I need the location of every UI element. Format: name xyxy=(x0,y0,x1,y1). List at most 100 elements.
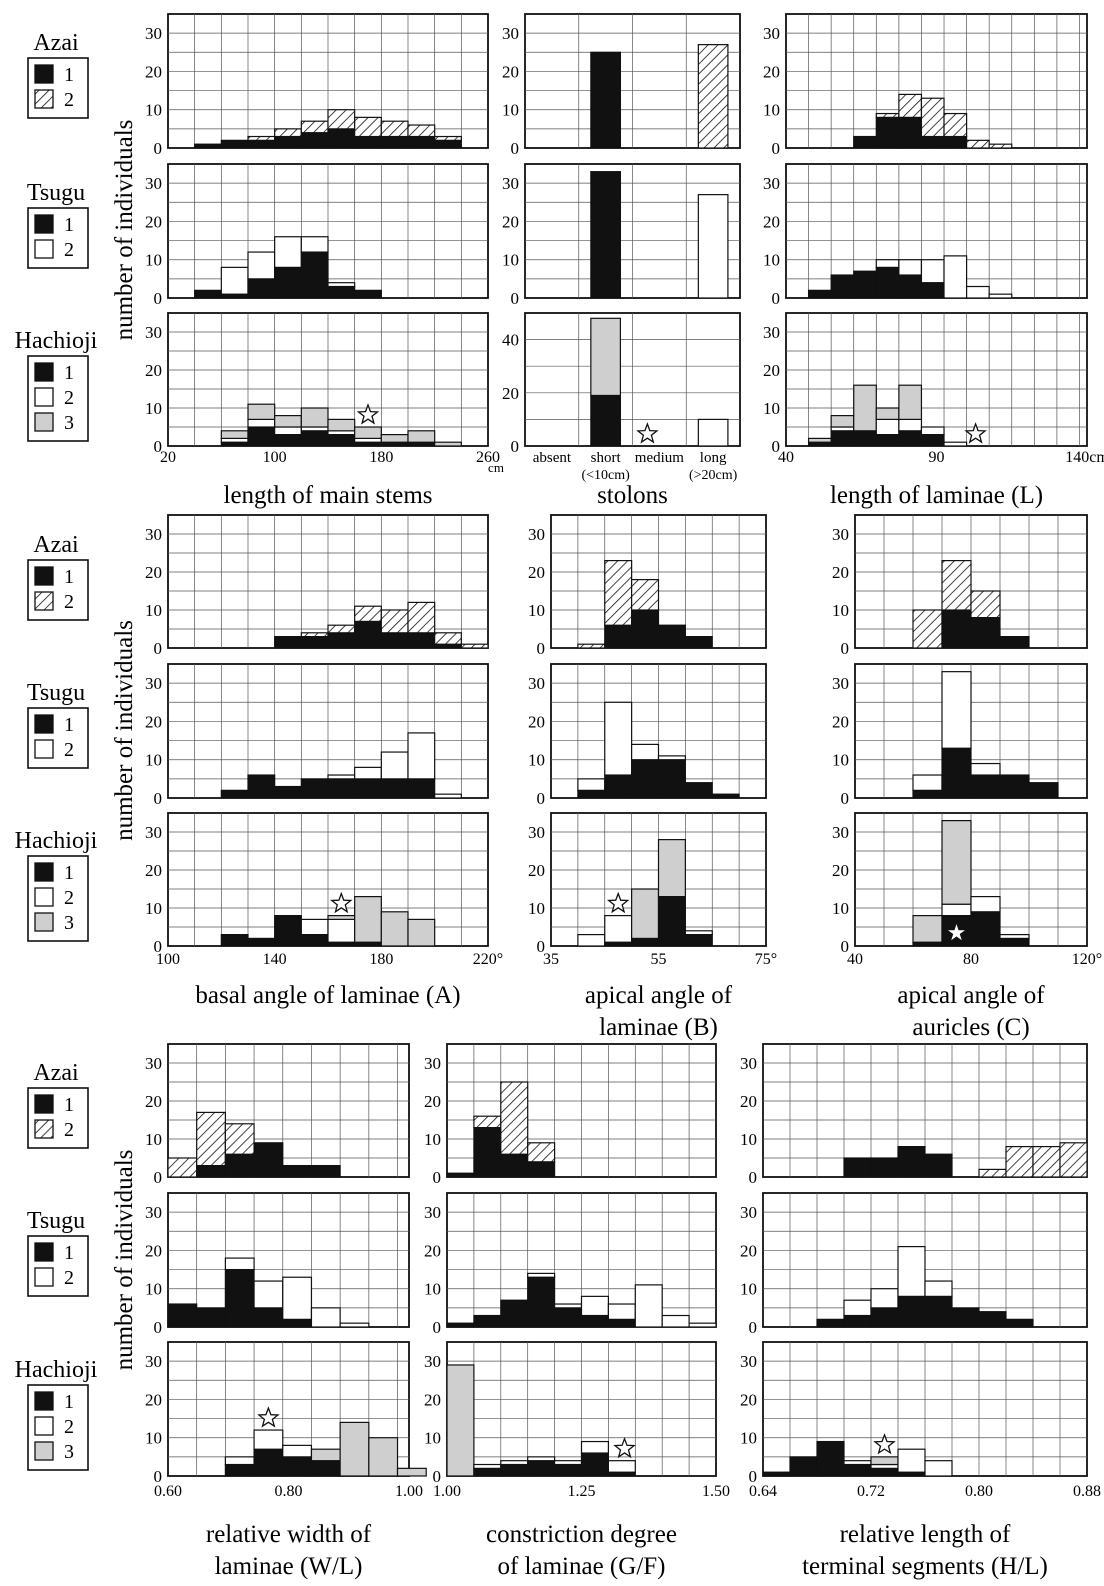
bar-hatch xyxy=(978,1168,1007,1178)
bar-black xyxy=(310,1164,341,1178)
bar-gray xyxy=(247,403,276,421)
bar-white xyxy=(657,755,686,761)
y-tick-label: 30 xyxy=(145,24,162,43)
y-tick-label: 10 xyxy=(763,101,780,120)
y-tick-label: 10 xyxy=(528,601,545,620)
bar-black xyxy=(657,624,686,649)
y-tick-label: 0 xyxy=(749,1168,758,1187)
x-tick-label: 100 xyxy=(156,951,180,968)
bar-white xyxy=(924,1280,953,1297)
bar-black xyxy=(924,1153,953,1178)
legend-swatch-hatch xyxy=(34,591,54,611)
panel-constrictionGF-tsugu: 0 10 20 30 xyxy=(424,1192,717,1337)
legend-site-name: Tsugu xyxy=(27,180,85,206)
bar-black xyxy=(580,1314,609,1328)
chart-laminaeL: 0 10 20 30 0 10 20 30 0 10 20 30 40 90 140cm length of … xyxy=(763,13,1104,509)
y-tick-label: 10 xyxy=(528,751,545,770)
y-tick-label: 10 xyxy=(145,751,162,770)
y-tick-label: 30 xyxy=(528,525,545,544)
y-tick-label: 20 xyxy=(145,1092,162,1111)
bar-black xyxy=(274,914,302,947)
y-tick-label: 30 xyxy=(832,525,849,544)
bar-black xyxy=(912,789,943,799)
star-marker xyxy=(613,1436,636,1459)
legend-tsugu: Tsugu 1 2 xyxy=(27,680,89,769)
star-marker xyxy=(356,403,380,425)
bar-black xyxy=(920,434,945,447)
bar-hatch xyxy=(988,143,1013,149)
bar-black xyxy=(590,394,622,447)
bar-black xyxy=(970,774,1001,799)
bar-black xyxy=(380,632,409,649)
x-tick-label: 55 xyxy=(651,951,667,968)
legend-label: 1 xyxy=(64,862,74,884)
y-tick-label: 0 xyxy=(537,639,546,658)
y-tick-label: 20 xyxy=(145,712,162,731)
bar-black xyxy=(327,285,356,299)
bar-hatch xyxy=(577,643,606,649)
bar-hatch xyxy=(434,135,462,141)
bar-black xyxy=(354,135,382,149)
legend-swatch-white xyxy=(34,739,54,759)
bar-black xyxy=(604,774,633,799)
y-tick-label: 20 xyxy=(528,563,545,582)
bar-black xyxy=(220,933,249,947)
bar-hatch xyxy=(875,112,900,118)
bar-black xyxy=(853,270,877,299)
legend-label: 1 xyxy=(64,214,74,236)
y-tick-label: 10 xyxy=(424,1130,441,1149)
bar-black xyxy=(354,289,382,299)
bar-hatch xyxy=(920,97,945,138)
y-tick-label: 20 xyxy=(145,361,162,380)
y-tick-label: 20 xyxy=(145,1241,162,1260)
y-tick-label: 0 xyxy=(154,789,163,808)
bar-black xyxy=(354,620,382,649)
bar-black xyxy=(875,266,900,299)
bar-black xyxy=(224,1153,255,1178)
bar-gray xyxy=(354,895,382,943)
y-tick-label: 0 xyxy=(433,1318,442,1337)
x-unit-label: cm xyxy=(488,460,504,475)
y-tick-label: 20 xyxy=(145,861,162,880)
chart-stolons: 0 10 20 30 0 10 20 30 0 20 40 absent short (<10cm) med… xyxy=(502,13,741,509)
bar-black xyxy=(327,632,356,649)
chart-group-2: number of individualsAzai12Tsugu12Hachio… xyxy=(15,514,1102,1041)
bar-black xyxy=(300,430,329,447)
bar-hatch xyxy=(300,120,329,134)
bar-black xyxy=(711,793,740,799)
panel-auriclesC-hachioji: 0 10 20 30 ★ xyxy=(832,812,1088,956)
panel-basalA-hachioji: 0 10 20 30 xyxy=(145,812,489,956)
bar-hatch xyxy=(300,632,329,638)
bar-white xyxy=(407,732,436,780)
y-tick-label: 30 xyxy=(145,1203,162,1222)
bar-black xyxy=(951,1307,980,1328)
bar-gray xyxy=(339,1421,370,1477)
bar-black xyxy=(978,1311,1007,1328)
x-tick-label: 120° xyxy=(1072,951,1102,968)
x-tick-label: 220° xyxy=(473,951,503,968)
bar-black xyxy=(220,139,249,149)
bar-white xyxy=(843,1460,872,1466)
y-tick-label: 30 xyxy=(763,24,780,43)
y-tick-label: 0 xyxy=(772,437,781,456)
bar-hatch xyxy=(274,128,302,138)
bar-white xyxy=(684,930,713,936)
bar-black xyxy=(274,785,302,799)
y-tick-label: 30 xyxy=(145,674,162,693)
bar-black xyxy=(196,1164,226,1178)
bar-white xyxy=(282,1276,313,1320)
bar-white xyxy=(247,418,276,428)
x-tick-label: medium xyxy=(635,450,684,466)
bar-black xyxy=(167,1303,198,1328)
panel-apicalB-tsugu: 0 10 20 30 xyxy=(528,663,767,808)
panel-terminalHL-tsugu: 0 10 20 30 xyxy=(740,1192,1088,1337)
bar-white xyxy=(999,933,1030,939)
star-marker xyxy=(873,1433,896,1455)
bar-black xyxy=(407,632,436,649)
star-marker xyxy=(257,1406,280,1428)
bar-white xyxy=(604,914,633,943)
x-tick-sublabel: (<10cm) xyxy=(581,468,630,483)
bar-black xyxy=(253,1448,284,1477)
bar-gray xyxy=(446,1364,475,1477)
legend-swatch-black xyxy=(34,362,54,382)
